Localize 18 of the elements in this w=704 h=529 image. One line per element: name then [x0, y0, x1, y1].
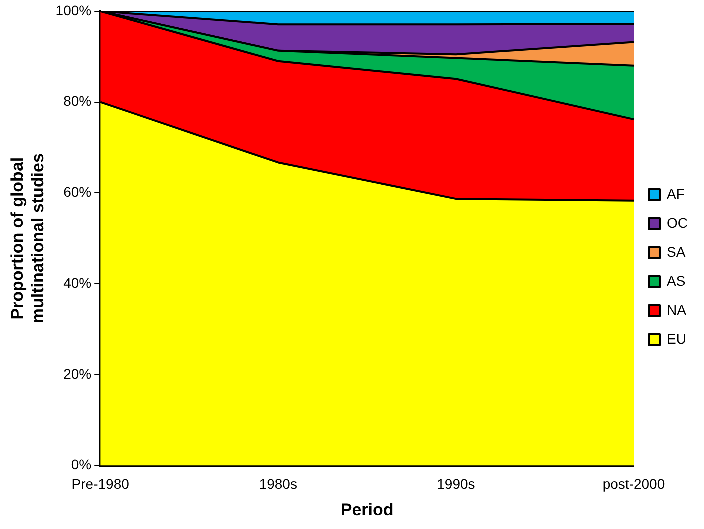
- legend-label: OC: [667, 214, 688, 231]
- x-tick-label: 1980s: [259, 476, 298, 492]
- legend-label: EU: [667, 330, 686, 347]
- legend-label: SA: [667, 244, 686, 260]
- legend-label: AF: [667, 186, 685, 202]
- x-axis-title: Period: [340, 500, 394, 520]
- y-tick-label: 20%: [64, 366, 92, 382]
- y-tick-label: 80%: [64, 93, 92, 110]
- x-tick-label: 1990s: [437, 476, 476, 492]
- y-tick-label: 60%: [64, 184, 92, 200]
- y-tick-label: 100%: [56, 2, 92, 18]
- y-tick-label: 40%: [64, 274, 92, 291]
- x-tick-label: Pre-1980: [72, 476, 130, 492]
- y-tick-label: 0%: [71, 456, 92, 473]
- x-tick-label: post-2000: [602, 476, 666, 492]
- legend-label: AS: [667, 272, 686, 289]
- legend-label: NA: [667, 302, 688, 318]
- y-axis-title: Proportion of global multinational studies: [8, 154, 48, 324]
